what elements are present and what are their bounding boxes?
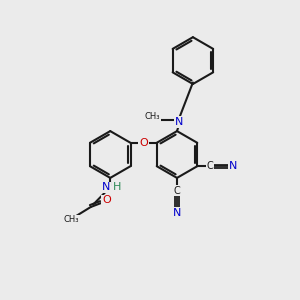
Text: CH₃: CH₃ [64, 215, 79, 224]
Text: N: N [101, 182, 110, 193]
Text: N: N [175, 117, 184, 127]
Text: C: C [174, 185, 180, 196]
Text: O: O [139, 138, 148, 148]
Text: C: C [206, 161, 213, 171]
Text: N: N [173, 208, 181, 218]
Text: N: N [229, 161, 237, 171]
Text: H: H [112, 182, 121, 193]
Text: CH₃: CH₃ [145, 112, 160, 121]
Text: O: O [102, 195, 111, 206]
